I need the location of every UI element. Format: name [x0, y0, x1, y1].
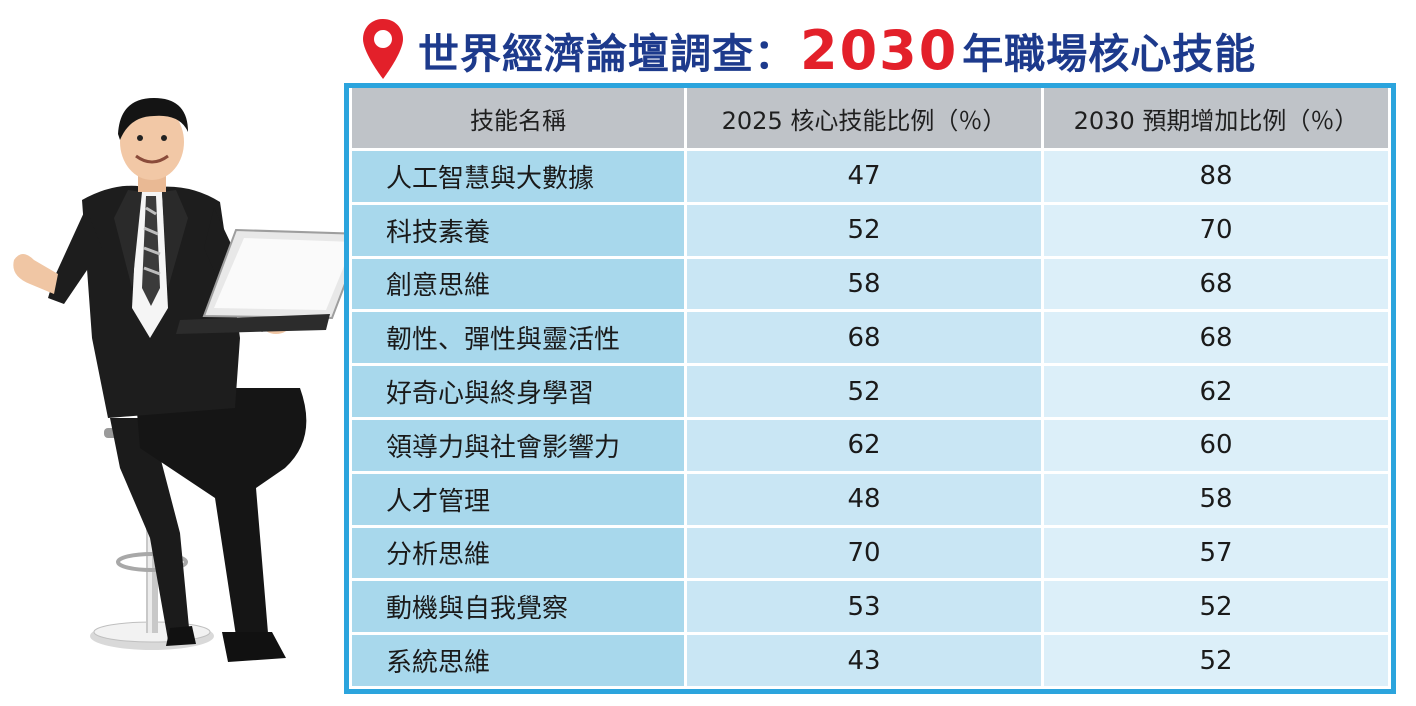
page-title: 世界經濟論壇調查： 2030 年職場核心技能 [360, 14, 1256, 86]
location-pin-icon [363, 19, 403, 79]
skill-name: 好奇心與終身學習 [349, 363, 687, 420]
value-2030: 57 [1041, 524, 1391, 582]
skills-table: 技能名稱 2025 核心技能比例（％） 2030 預期增加比例（％） 人工智慧與… [349, 88, 1391, 689]
value-2025: 53 [684, 578, 1044, 636]
value-2025: 48 [684, 470, 1044, 528]
value-2030: 60 [1041, 416, 1391, 474]
table-row: 好奇心與終身學習 52 62 [349, 363, 1391, 420]
table-row: 人才管理 48 58 [349, 470, 1391, 528]
value-2030: 62 [1041, 363, 1391, 420]
title-year: 2030 [800, 18, 959, 82]
column-header-skill: 技能名稱 [349, 88, 687, 151]
column-header-2025: 2025 核心技能比例（％） [684, 88, 1044, 151]
skill-name: 分析思維 [349, 524, 687, 582]
value-2025: 52 [684, 363, 1044, 420]
value-2025: 52 [684, 201, 1044, 259]
value-2025: 70 [684, 524, 1044, 582]
value-2030: 70 [1041, 201, 1391, 259]
skill-name: 人才管理 [349, 470, 687, 528]
value-2030: 52 [1041, 632, 1391, 689]
skill-name: 領導力與社會影響力 [349, 416, 687, 474]
value-2025: 58 [684, 255, 1044, 313]
table-row: 系統思維 43 52 [349, 632, 1391, 689]
value-2025: 62 [684, 416, 1044, 474]
businessman-with-laptop-illustration [13, 98, 366, 662]
skill-name: 科技素養 [349, 201, 687, 259]
title-suffix: 年職場核心技能 [962, 30, 1257, 78]
column-header-2030: 2030 預期增加比例（％） [1041, 88, 1391, 151]
table-row: 動機與自我覺察 53 52 [349, 578, 1391, 636]
value-2030: 52 [1041, 578, 1391, 636]
skill-name: 韌性、彈性與靈活性 [349, 309, 687, 367]
value-2030: 68 [1041, 309, 1391, 367]
skill-name: 人工智慧與大數據 [349, 148, 687, 205]
title-prefix: 世界經濟論壇調查： [418, 30, 796, 78]
table-header-row: 技能名稱 2025 核心技能比例（％） 2030 預期增加比例（％） [349, 88, 1391, 151]
table-row: 分析思維 70 57 [349, 524, 1391, 582]
value-2030: 58 [1041, 470, 1391, 528]
table-row: 創意思維 58 68 [349, 255, 1391, 313]
value-2025: 68 [684, 309, 1044, 367]
table-row: 人工智慧與大數據 47 88 [349, 148, 1391, 205]
table-row: 科技素養 52 70 [349, 201, 1391, 259]
value-2030: 88 [1041, 148, 1391, 205]
value-2030: 68 [1041, 255, 1391, 313]
skill-name: 動機與自我覺察 [349, 578, 687, 636]
value-2025: 47 [684, 148, 1044, 205]
table-row: 韌性、彈性與靈活性 68 68 [349, 309, 1391, 367]
skills-table-frame: 技能名稱 2025 核心技能比例（％） 2030 預期增加比例（％） 人工智慧與… [344, 83, 1396, 694]
value-2025: 43 [684, 632, 1044, 689]
table-row: 領導力與社會影響力 62 60 [349, 416, 1391, 474]
skill-name: 創意思維 [349, 255, 687, 313]
skill-name: 系統思維 [349, 632, 687, 689]
